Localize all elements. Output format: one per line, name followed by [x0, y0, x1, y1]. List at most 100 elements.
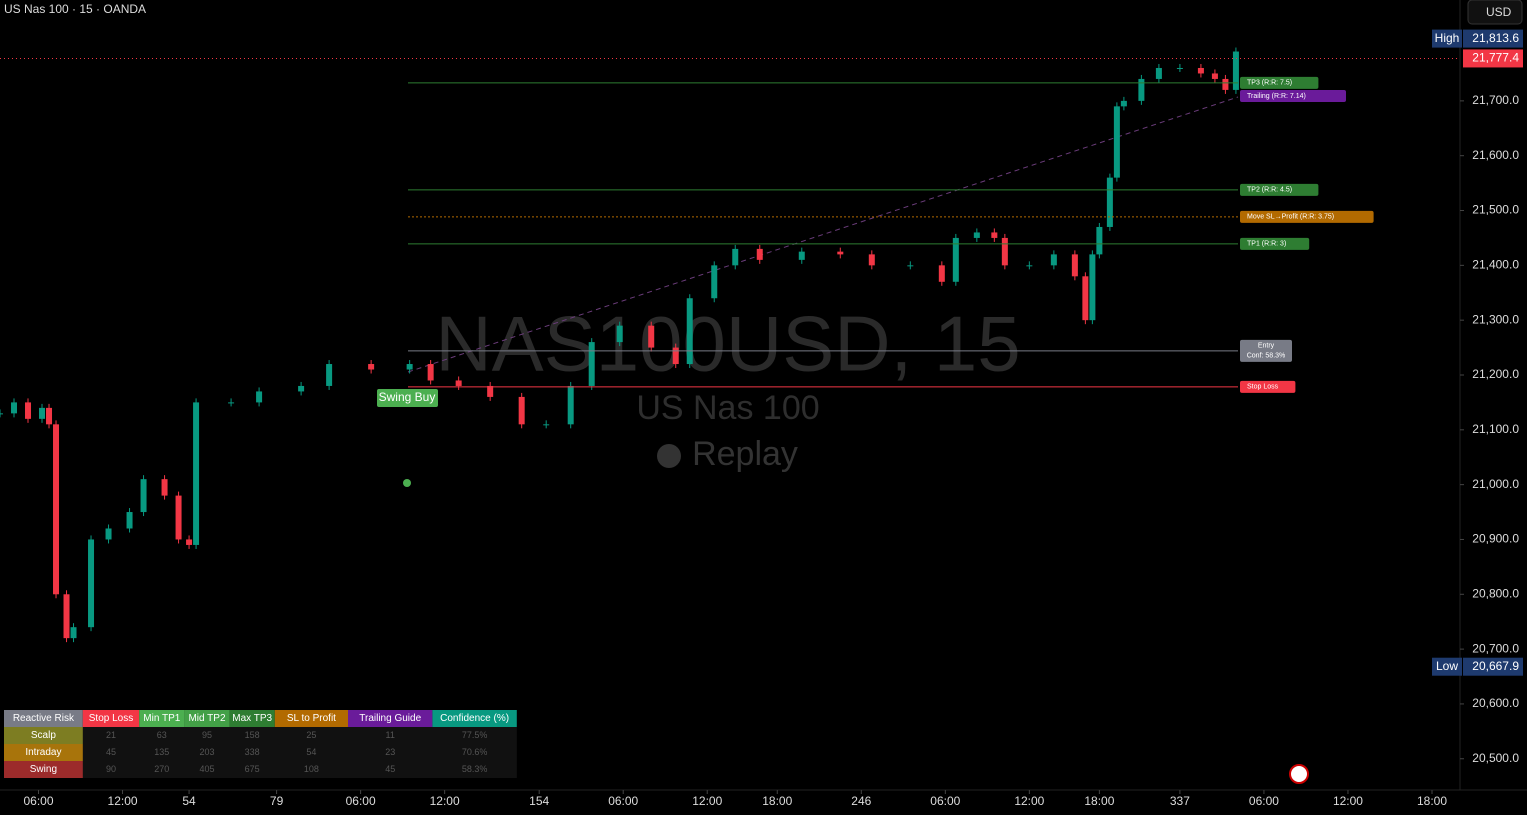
candle	[1071, 254, 1078, 277]
candle	[427, 364, 434, 381]
candle	[368, 364, 375, 370]
watermark: NAS100USD, 15 US Nas 100 Replay	[435, 300, 1020, 473]
candle	[938, 265, 945, 282]
candle	[161, 479, 168, 496]
x-tick-label: 337	[1170, 794, 1190, 808]
candle	[711, 265, 718, 299]
candle	[732, 248, 739, 266]
table-row-name-bg	[4, 761, 83, 778]
candle	[193, 402, 200, 545]
table-cell: 135	[154, 747, 169, 757]
price-label-bg	[1463, 49, 1523, 68]
candle	[1113, 106, 1120, 178]
table-row-name: Scalp	[31, 730, 56, 741]
table-header-cell	[348, 710, 433, 727]
watermark-symbol: NAS100USD, 15	[435, 300, 1020, 388]
x-tick-label: 18:00	[1417, 794, 1447, 808]
x-tick-label: 12:00	[108, 794, 138, 808]
candle	[228, 402, 235, 404]
table-header: Confidence (%)	[440, 713, 509, 724]
level-label: TP3 (R:R: 7.5)	[1247, 80, 1292, 87]
y-tick-label: 20,500.0	[1472, 751, 1519, 765]
table-row-name: Intraday	[25, 747, 61, 758]
level-label-bg	[1240, 339, 1292, 362]
price-label-bg	[1463, 657, 1523, 676]
table-cell: 70.6%	[462, 747, 488, 757]
candle	[1106, 177, 1113, 227]
candle	[455, 380, 462, 386]
y-tick-label: 21,000.0	[1472, 477, 1519, 491]
table-header: Max TP3	[232, 713, 272, 724]
candle	[63, 594, 70, 639]
y-tick-label: 21,300.0	[1472, 312, 1519, 326]
currency[interactable]: USD	[1486, 5, 1512, 19]
candle	[70, 627, 77, 639]
x-tick-label: 06:00	[930, 794, 960, 808]
candle	[1222, 78, 1229, 90]
table-cell: 203	[199, 747, 214, 757]
table-cell: 77.5%	[462, 730, 488, 740]
level-label: Move SL→Profit (R:R: 3.75)	[1247, 214, 1334, 221]
candle	[1176, 67, 1183, 69]
y-tick-label: 20,700.0	[1472, 641, 1519, 655]
replay-icon	[657, 444, 681, 468]
table-header-cell	[274, 710, 348, 727]
level-label: TP1 (R:R: 3)	[1247, 241, 1286, 248]
table-header-cell	[139, 710, 185, 727]
signal-dot	[403, 479, 411, 487]
level-sublabel: Conf: 58.3%	[1247, 353, 1286, 360]
candle	[798, 251, 805, 260]
x-tick-label: 06:00	[346, 794, 376, 808]
price-label-bg	[1463, 29, 1523, 48]
candle	[46, 407, 53, 425]
y-tick-label: 21,600.0	[1472, 148, 1519, 162]
table-cell: 90	[106, 764, 116, 774]
level-label-bg	[1240, 380, 1296, 393]
candle	[1232, 51, 1239, 90]
watermark-mode: Replay	[692, 435, 798, 473]
candle	[298, 385, 305, 392]
y-tick-label: 21,200.0	[1472, 367, 1519, 381]
table-cell: 21	[106, 730, 116, 740]
price-name: Low	[1436, 659, 1458, 673]
x-tick-label: 12:00	[430, 794, 460, 808]
currency-button[interactable]	[1467, 0, 1523, 25]
level-label-bg	[1240, 76, 1319, 89]
event-flag[interactable]	[1289, 764, 1309, 784]
table-cell: 270	[154, 764, 169, 774]
watermark-name: US Nas 100	[636, 389, 819, 427]
candle	[518, 396, 525, 425]
level-label-bg	[1240, 237, 1310, 250]
x-tick-label: 06:00	[23, 794, 53, 808]
candle	[756, 248, 763, 260]
candle	[326, 364, 333, 386]
candle	[39, 407, 46, 419]
price-name-bg	[1432, 657, 1462, 676]
table-header-cell	[82, 710, 140, 727]
y-tick-label: 21,500.0	[1472, 203, 1519, 217]
candle	[868, 254, 875, 266]
signal-label: Swing Buy	[379, 390, 436, 404]
candle	[175, 495, 182, 540]
price-label: 21,813.6	[1472, 31, 1519, 45]
x-tick-label: 12:00	[1014, 794, 1044, 808]
candle	[105, 528, 112, 540]
candle	[140, 479, 147, 513]
candle	[88, 539, 95, 628]
table-cell: 54	[306, 747, 316, 757]
table-cell: 63	[157, 730, 167, 740]
candle	[952, 237, 959, 282]
candle	[907, 265, 914, 267]
candle	[1120, 100, 1127, 107]
table-header-cell	[229, 710, 275, 727]
price-name-bg	[1432, 29, 1462, 48]
candle	[1138, 78, 1145, 101]
table-cell: 25	[306, 730, 316, 740]
table-header: Trailing Guide	[359, 713, 421, 724]
table-row-bg	[4, 744, 517, 761]
table-header: Reactive Risk	[13, 713, 75, 724]
table-cell: 108	[304, 764, 319, 774]
y-tick-label: 21,400.0	[1472, 258, 1519, 272]
candle	[973, 232, 980, 238]
